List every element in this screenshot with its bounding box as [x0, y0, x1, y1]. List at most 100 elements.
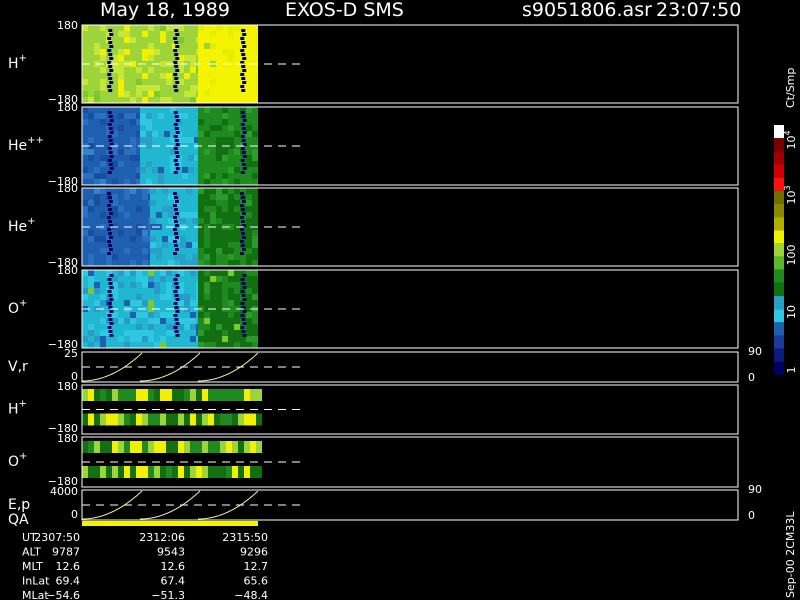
heatmap-cell	[118, 260, 124, 266]
heatmap-cell	[94, 466, 100, 478]
heatmap-cell	[176, 107, 182, 113]
heatmap-cell	[100, 25, 106, 31]
heatmap-cell	[228, 119, 234, 125]
heatmap-cell	[100, 31, 106, 37]
heatmap-cell	[216, 149, 222, 155]
heatmap-cell	[130, 91, 136, 97]
heatmap-cell	[88, 389, 94, 401]
heatmap-cell	[148, 248, 150, 254]
trace-block	[175, 45, 180, 48]
heatmap-cell	[196, 73, 198, 79]
heatmap-cell	[100, 113, 106, 119]
heatmap-cell	[100, 194, 106, 200]
heatmap-cell	[130, 254, 136, 260]
heatmap-cell	[142, 43, 148, 49]
heatmap-cell	[190, 79, 196, 85]
heatmap-cell	[142, 218, 148, 224]
trace-block	[242, 143, 247, 146]
heatmap-cell	[222, 91, 228, 97]
heatmap-cell	[88, 306, 94, 312]
heatmap-cell	[210, 260, 216, 266]
heatmap-cell	[252, 300, 258, 306]
heatmap-cell	[154, 282, 160, 288]
heatmap-cell	[198, 25, 204, 31]
heatmap-cell	[82, 49, 88, 55]
heatmap-cell	[222, 188, 228, 194]
heatmap-cell	[216, 306, 222, 312]
heatmap-cell	[170, 161, 176, 167]
heatmap-cell	[190, 282, 196, 288]
heatmap-cell	[228, 97, 234, 103]
heatmap-cell	[100, 173, 106, 179]
heatmap-cell	[106, 91, 112, 97]
trace-block	[240, 147, 245, 150]
heatmap-cell	[130, 194, 136, 200]
heatmap-cell	[154, 389, 160, 401]
heatmap-cell	[130, 212, 136, 218]
heatmap-cell	[160, 342, 166, 348]
trace-block	[240, 204, 244, 207]
heatmap-cell	[182, 119, 188, 125]
heatmap-cell	[82, 206, 88, 212]
heatmap-cell	[130, 37, 136, 43]
heatmap-cell	[252, 67, 258, 73]
heatmap-cell	[152, 119, 158, 125]
heatmap-cell	[124, 31, 130, 37]
heatmap-cell	[220, 466, 226, 478]
heatmap-cell	[222, 31, 228, 37]
trace-block	[174, 139, 179, 142]
heatmap-cell	[184, 324, 190, 330]
heatmap-cell	[252, 55, 258, 61]
heatmap-cell	[228, 125, 234, 131]
heatmap-cell	[234, 270, 240, 276]
heatmap-cell	[168, 188, 174, 194]
colorbar-segment	[774, 348, 784, 362]
trace-block	[108, 89, 113, 92]
heatmap-cell	[142, 466, 148, 478]
y-bottom-label: −180	[48, 422, 78, 435]
heatmap-cell	[188, 161, 194, 167]
heatmap-cell	[216, 248, 222, 254]
heatmap-cell	[142, 389, 148, 401]
label-base: V,r	[8, 359, 28, 375]
heatmap-cell	[194, 161, 198, 167]
heatmap-cell	[216, 61, 222, 67]
heatmap-cell	[112, 318, 118, 324]
heatmap-cell	[162, 194, 168, 200]
heatmap-cell	[234, 125, 240, 131]
y-top-label: 180	[57, 264, 78, 277]
heatmap-cell	[82, 330, 88, 336]
heatmap-cell	[210, 97, 216, 103]
heatmap-cell	[136, 73, 142, 79]
heatmap-cell	[204, 318, 210, 324]
trace-block	[175, 33, 180, 36]
heatmap-cell	[188, 137, 194, 143]
heatmap-cell	[210, 119, 216, 125]
heatmap-cell	[152, 125, 158, 131]
trace-block	[107, 252, 111, 255]
heatmap-cell	[124, 155, 130, 161]
heatmap-cell	[228, 324, 234, 330]
heatmap-cell	[142, 79, 148, 85]
heatmap-cell	[190, 318, 196, 324]
heatmap-cell	[198, 324, 204, 330]
heatmap-cell	[234, 173, 240, 179]
heatmap-cell	[118, 161, 124, 167]
heatmap-cell	[130, 143, 136, 149]
heatmap-cell	[140, 131, 146, 137]
heatmap-cell	[210, 206, 216, 212]
heatmap-cell	[204, 242, 210, 248]
heatmap-cell	[188, 131, 194, 137]
heatmap-cell	[210, 212, 216, 218]
heatmap-cell	[100, 413, 106, 426]
heatmap-cell	[94, 294, 100, 300]
heatmap-cell	[182, 173, 188, 179]
heatmap-cell	[124, 125, 130, 131]
footer-value: 9543	[157, 546, 185, 559]
heatmap-cell	[130, 312, 136, 318]
heatmap-cell	[136, 161, 140, 167]
heatmap-cell	[148, 324, 154, 330]
heatmap-cell	[148, 389, 154, 401]
heatmap-cell	[136, 282, 142, 288]
heatmap-cell	[158, 167, 164, 173]
